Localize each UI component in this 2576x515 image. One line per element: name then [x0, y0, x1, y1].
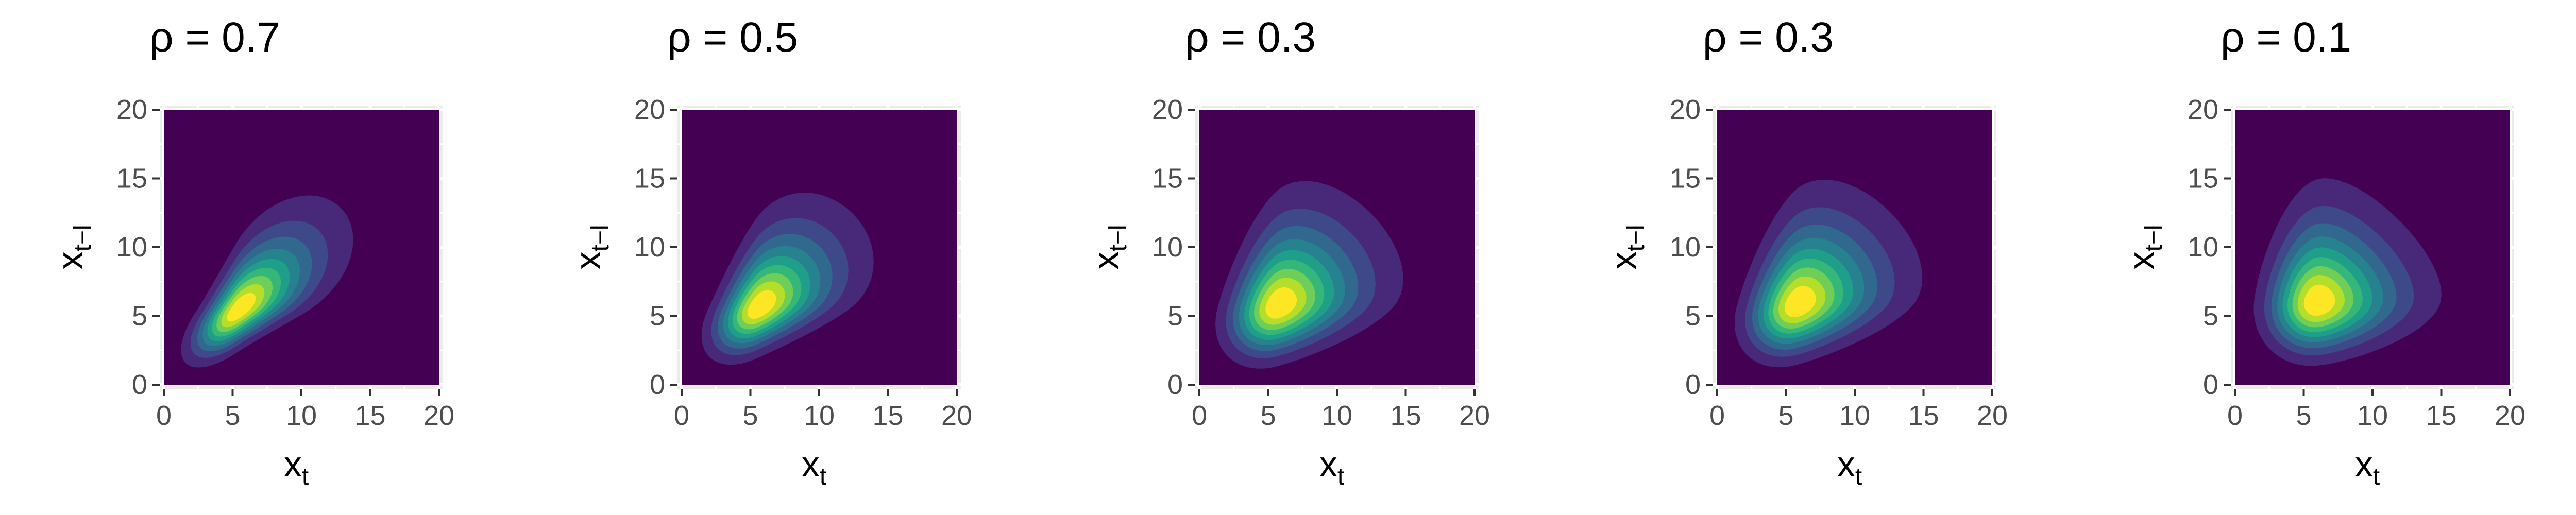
x-tick-label: 0: [1709, 400, 1725, 431]
y-tick-label: 5: [1685, 301, 1701, 332]
x-axis-label: xt: [1319, 444, 1344, 490]
x-tick-label: 10: [1321, 400, 1352, 431]
x-tick-label: 15: [1390, 400, 1421, 431]
y-tick-label: 5: [1167, 301, 1183, 332]
x-tick-label: 5: [225, 400, 240, 431]
y-tick-label: 5: [2203, 301, 2218, 332]
x-tick-label: 10: [286, 400, 317, 431]
panel-2: 0 5 10 15 20 0 5 10 15 20 ρ = 0.5 xt xt−l: [568, 14, 972, 490]
x-tick-label: 0: [674, 400, 689, 431]
x-tick-label: 20: [941, 400, 972, 431]
panel-title: ρ = 0.3: [1703, 14, 1834, 61]
y-tick-label: 0: [2203, 369, 2218, 400]
y-tick-label: 0: [650, 369, 665, 400]
y-axis-label: xt−l: [568, 225, 614, 269]
y-axis-label: xt−l: [1603, 225, 1650, 269]
contour-band-9: [1265, 287, 1297, 319]
y-tick-label: 0: [1167, 369, 1183, 400]
contour-band-9: [227, 293, 256, 322]
panel-title: ρ = 0.7: [149, 14, 280, 61]
x-tick-label: 15: [2426, 400, 2456, 431]
density-heatmap: [1717, 110, 1992, 385]
y-tick-label: 0: [1685, 369, 1701, 400]
panel-title: ρ = 0.3: [1185, 14, 1316, 61]
y-tick-label: 20: [1152, 94, 1183, 125]
y-tick-label: 15: [634, 163, 665, 194]
panel-3: 0 5 10 15 20 0 5 10 15 20 ρ = 0.3 xt xt−l: [1086, 14, 1490, 490]
y-tick-label: 15: [1670, 163, 1701, 194]
y-tick-label: 15: [2188, 163, 2218, 194]
y-axis-label: xt−l: [50, 225, 96, 269]
x-tick-label: 10: [804, 400, 835, 431]
panel-4: 0 5 10 15 20 0 5 10 15 20 ρ = 0.3 xt xt−l: [1603, 14, 2008, 490]
x-axis-label: xt: [802, 444, 826, 490]
y-tick-label: 20: [2188, 94, 2218, 125]
density-heatmap: [164, 110, 439, 385]
y-tick-label: 5: [650, 301, 665, 332]
density-heatmap: [682, 110, 957, 385]
panel-title: ρ = 0.1: [2221, 14, 2351, 61]
x-tick-label: 0: [2227, 400, 2243, 431]
y-tick-label: 10: [116, 232, 147, 263]
y-tick-label: 15: [1152, 163, 1183, 194]
x-axis-label: xt: [2355, 444, 2380, 490]
y-tick-label: 10: [2188, 232, 2218, 263]
y-tick-label: 10: [1670, 232, 1701, 263]
panel-5: 0 5 10 15 20 0 5 10 15 20 ρ = 0.1 xt xt−l: [2121, 14, 2526, 490]
x-tick-label: 0: [156, 400, 172, 431]
y-tick-label: 10: [1152, 232, 1183, 263]
panel-1: 0 5 10 15 20 0 5 10 15 20 ρ = 0.7 xt xt−l: [50, 14, 454, 490]
contour-band-9: [2303, 284, 2335, 316]
y-tick-label: 10: [634, 232, 665, 263]
x-axis-label: xt: [1837, 444, 1862, 490]
x-tick-label: 10: [1839, 400, 1870, 431]
x-tick-label: 20: [1977, 400, 2008, 431]
contour-band-9: [1785, 286, 1816, 317]
x-tick-label: 15: [354, 400, 385, 431]
x-tick-label: 10: [2357, 400, 2388, 431]
x-tick-label: 20: [423, 400, 454, 431]
y-tick-label: 20: [634, 94, 665, 125]
x-tick-label: 20: [2495, 400, 2526, 431]
x-axis-label: xt: [284, 444, 309, 490]
density-heatmap: [1199, 110, 1475, 385]
x-tick-label: 5: [1778, 400, 1793, 431]
x-tick-label: 5: [2296, 400, 2311, 431]
y-tick-label: 20: [116, 94, 147, 125]
y-tick-label: 15: [116, 163, 147, 194]
x-tick-label: 20: [1459, 400, 1490, 431]
x-tick-label: 15: [1908, 400, 1939, 431]
density-heatmap: [2235, 110, 2510, 385]
contour-band-9: [747, 290, 776, 319]
panel-title: ρ = 0.5: [667, 14, 798, 61]
x-tick-label: 0: [1192, 400, 1207, 431]
y-axis-label: xt−l: [1086, 225, 1132, 269]
x-tick-label: 15: [872, 400, 903, 431]
y-tick-label: 0: [132, 369, 147, 400]
y-tick-label: 20: [1670, 94, 1701, 125]
y-tick-label: 5: [132, 301, 147, 332]
x-tick-label: 5: [1260, 400, 1276, 431]
y-axis-label: xt−l: [2121, 225, 2167, 269]
x-tick-label: 5: [742, 400, 758, 431]
